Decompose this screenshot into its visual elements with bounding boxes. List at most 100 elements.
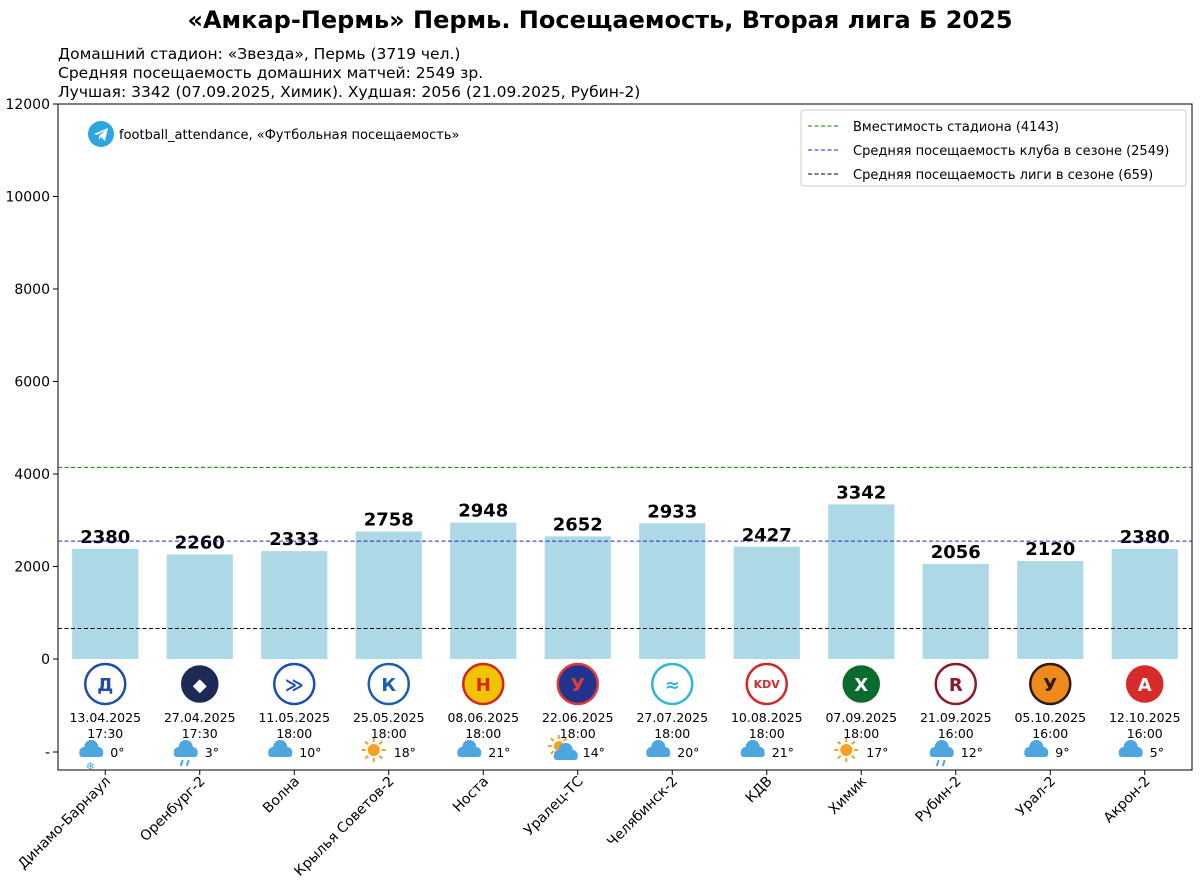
cloud-icon [1118, 740, 1143, 757]
chelyabinsk-logo-mark: ≈ [665, 675, 680, 696]
khimik-logo [840, 662, 883, 706]
bar-value-label: 2380 [1120, 527, 1170, 548]
chelyabinsk-logo [651, 662, 694, 706]
match-temperature: 21° [772, 745, 794, 760]
snowflake: ❄ [86, 760, 95, 773]
bar-value-label: 2120 [1025, 539, 1075, 560]
legend: Вместимость стадиона (4143) Средняя посещ… [800, 109, 1187, 187]
cloud-rain-icon [929, 740, 954, 767]
plot-frame [57, 103, 1193, 771]
match-time: 18:00 [371, 726, 407, 741]
bar-8 [733, 546, 800, 659]
cloud-part [553, 754, 578, 760]
bar-value-label: 2380 [80, 527, 130, 548]
match-date: 12.10.2025 [1109, 710, 1181, 725]
x-tick-label: Урал-2 [1013, 774, 1059, 820]
rubin-logo [934, 662, 977, 706]
match-temperature: 12° [961, 745, 983, 760]
cloud-part [1118, 751, 1143, 757]
bar-5 [450, 522, 517, 659]
match-date: 21.09.2025 [920, 710, 992, 725]
x-tick-label: Крылья Советов-2 [291, 774, 397, 880]
match-temperature: 9° [1055, 745, 1069, 760]
match-temperature: 3° [205, 745, 219, 760]
bar-12 [1111, 548, 1178, 659]
x-tick-label: Химик [826, 774, 870, 818]
match-date: 27.04.2025 [164, 710, 236, 725]
match-date: 27.07.2025 [636, 710, 708, 725]
x-tick-label: Динамо-Барнаул [15, 774, 114, 873]
subtitle-average: Средняя посещаемость домашних матчей: 25… [58, 64, 483, 82]
bar-value-label: 3342 [836, 482, 886, 503]
cloud-part [646, 751, 671, 757]
y-tick-label-dash: - [45, 745, 50, 761]
sun-ray [364, 754, 369, 760]
khimik-logo-mark: Х [854, 675, 868, 696]
y-tick-label: 8000 [14, 282, 50, 298]
match-time: 18:00 [276, 726, 312, 741]
match-temperature: 21° [488, 745, 510, 760]
match-temperature: 14° [583, 745, 605, 760]
match-temperature: 20° [677, 745, 699, 760]
match-time: 18:00 [843, 726, 879, 741]
telegram-plane-icon [94, 128, 108, 141]
bar-value-label: 2427 [742, 525, 792, 546]
sun-ray [550, 737, 555, 742]
ural-logo [1029, 662, 1072, 706]
cloud-part [79, 751, 104, 757]
bar-value-label: 2948 [458, 501, 508, 522]
x-tick-label: Волна [260, 774, 303, 817]
cloud-part [173, 751, 198, 757]
cloud-part [268, 751, 293, 757]
sun-ray [364, 740, 369, 746]
cloud-icon [268, 740, 293, 757]
x-tick-label: Челябинск-2 [604, 774, 681, 851]
cloud-icon [1024, 740, 1049, 757]
match-date: 07.09.2025 [825, 710, 897, 725]
match-time: 17:30 [87, 726, 123, 741]
match-date: 25.05.2025 [353, 710, 425, 725]
match-temperature: 18° [394, 745, 416, 760]
sun-ray [378, 754, 383, 760]
chart-title: «Амкар-Пермь» Пермь. Посещаемость, Втора… [187, 6, 1012, 34]
legend-label: Средняя посещаемость лиги в сезоне (659) [853, 168, 1153, 183]
uralets-logo [556, 662, 599, 706]
cloud-part [1024, 751, 1049, 757]
orenburg-logo-mark: ◆ [193, 675, 207, 696]
bar-value-label: 2056 [931, 542, 981, 563]
match-date: 08.06.2025 [447, 710, 519, 725]
subtitle-best-worst: Лучшая: 3342 (07.09.2025, Химик). Худшая… [58, 83, 640, 101]
y-tick-label: 6000 [14, 375, 50, 391]
bar-value-label: 2933 [647, 501, 697, 522]
telegram-icon [88, 121, 114, 147]
akron-logo-mark: A [1138, 675, 1152, 696]
volna-logo [273, 662, 316, 706]
y-tick-label: 4000 [14, 467, 50, 483]
bar-10 [922, 563, 989, 659]
cloud-part [740, 751, 765, 757]
match-date: 05.10.2025 [1014, 710, 1086, 725]
bar-7 [639, 523, 706, 659]
bar-11 [1017, 560, 1084, 659]
x-tick-label: Оренбург-2 [137, 774, 208, 845]
bar-1 [72, 548, 139, 659]
match-temperature: 0° [110, 745, 124, 760]
ural-logo-mark: У [1043, 675, 1057, 696]
match-temperature: 17° [866, 745, 888, 760]
sun-ray [837, 754, 842, 760]
bar-4 [355, 531, 422, 659]
x-tick-label: Носта [450, 774, 492, 816]
bar-value-label: 2758 [364, 509, 414, 530]
rain-drop [179, 759, 184, 767]
sun-cloud-icon [547, 735, 578, 760]
krylia-sovetov-logo-mark: К [381, 675, 396, 696]
y-tick-label: 10000 [5, 190, 50, 206]
